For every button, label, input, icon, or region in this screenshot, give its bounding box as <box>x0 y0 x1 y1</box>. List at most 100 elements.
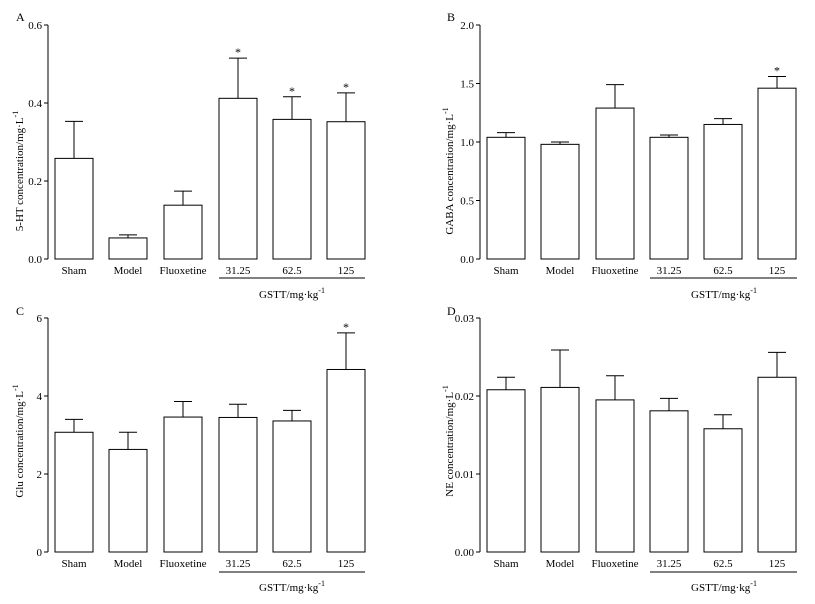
group-label-superscript: -1 <box>750 579 757 588</box>
panel-label: D <box>447 304 456 318</box>
y-tick-label: 0.02 <box>455 391 474 403</box>
group-label-text: GSTT/mg·kg <box>259 582 319 594</box>
significance-marker: * <box>235 45 241 59</box>
x-tick-label: 31.25 <box>657 265 682 277</box>
bar <box>703 123 743 260</box>
y-axis-label-text: NE concentration/mg·L <box>444 392 456 497</box>
y-tick-label: 0.0 <box>460 254 474 266</box>
bar <box>272 118 312 260</box>
significance-marker: * <box>289 84 295 98</box>
bar <box>218 416 258 553</box>
group-label: GSTT/mg·kg-1 <box>259 286 325 301</box>
bar <box>595 107 635 260</box>
x-tick-label: 31.25 <box>226 558 251 570</box>
y-tick-label: 0.6 <box>28 20 42 32</box>
bar <box>54 431 94 553</box>
bar <box>326 121 366 260</box>
y-axis-label: Glu concentration/mg·L-1 <box>11 384 26 497</box>
x-tick-label: Model <box>114 558 143 570</box>
x-tick-label: 62.5 <box>282 558 302 570</box>
x-tick-label: Model <box>546 265 575 277</box>
x-tick-label: 125 <box>338 558 355 570</box>
bar <box>757 87 797 260</box>
panel-label: C <box>16 304 24 318</box>
bar <box>703 428 743 553</box>
group-label-text: GSTT/mg·kg <box>259 289 319 301</box>
bar <box>163 204 203 260</box>
y-axis-label: NE concentration/mg·L-1 <box>441 385 456 496</box>
x-tick-label: 62.5 <box>282 265 302 277</box>
y-tick-label: 0.01 <box>455 469 474 481</box>
bar <box>540 386 580 553</box>
significance-marker: * <box>343 80 349 94</box>
x-tick-label: Sham <box>61 265 87 277</box>
chart-panels: A0.00.20.40.65-HT concentration/mg·L-1Sh… <box>11 10 797 594</box>
significance-marker: * <box>343 320 349 334</box>
bar <box>649 136 689 260</box>
x-tick-label: Model <box>546 558 575 570</box>
bar <box>326 368 366 553</box>
group-label: GSTT/mg·kg-1 <box>691 579 757 594</box>
bar <box>108 237 148 260</box>
x-tick-label: 31.25 <box>226 265 251 277</box>
x-tick-label: 31.25 <box>657 558 682 570</box>
y-tick-label: 0.0 <box>28 254 42 266</box>
x-tick-label: Fluoxetine <box>159 558 206 570</box>
y-axis-label-superscript: -1 <box>11 111 20 118</box>
y-tick-label: 0.03 <box>455 313 475 325</box>
y-tick-label: 0.00 <box>455 547 475 559</box>
bar <box>108 448 148 553</box>
x-tick-label: 125 <box>769 265 786 277</box>
y-axis-label-text: Glu concentration/mg·L <box>14 391 26 498</box>
y-tick-label: 1.0 <box>460 137 474 149</box>
x-tick-label: Fluoxetine <box>591 265 638 277</box>
y-tick-label: 0.4 <box>28 98 42 110</box>
bar <box>540 143 580 260</box>
group-label-superscript: -1 <box>318 579 325 588</box>
group-label-superscript: -1 <box>750 286 757 295</box>
y-tick-label: 0.5 <box>460 196 474 208</box>
bar <box>218 97 258 260</box>
y-tick-label: 0 <box>37 547 43 559</box>
y-axis-label-superscript: -1 <box>441 107 450 114</box>
bar <box>649 410 689 553</box>
chart-panel-a: A0.00.20.40.65-HT concentration/mg·L-1Sh… <box>11 10 366 301</box>
x-tick-label: Fluoxetine <box>591 558 638 570</box>
x-tick-label: Fluoxetine <box>159 265 206 277</box>
panel-label: B <box>447 10 455 24</box>
panel-label: A <box>16 10 25 24</box>
y-axis-label-text: 5-HT concentration/mg·L <box>14 117 26 231</box>
x-tick-label: 125 <box>769 558 786 570</box>
y-tick-label: 4 <box>37 391 43 403</box>
bar <box>757 376 797 553</box>
y-tick-label: 6 <box>37 313 43 325</box>
group-label: GSTT/mg·kg-1 <box>691 286 757 301</box>
x-tick-label: 125 <box>338 265 355 277</box>
x-tick-label: Sham <box>493 265 519 277</box>
bar <box>486 136 526 260</box>
y-axis-label: GABA concentration/mg·L-1 <box>441 107 456 234</box>
y-axis-label-superscript: -1 <box>441 385 450 392</box>
y-axis-label: 5-HT concentration/mg·L-1 <box>11 111 26 231</box>
y-tick-label: 1.5 <box>460 79 474 91</box>
y-axis-label-text: GABA concentration/mg·L <box>444 114 456 235</box>
bar <box>486 389 526 553</box>
group-label: GSTT/mg·kg-1 <box>259 579 325 594</box>
bar <box>54 157 94 260</box>
group-label-superscript: -1 <box>318 286 325 295</box>
bar <box>272 420 312 553</box>
x-tick-label: Model <box>114 265 143 277</box>
group-label-text: GSTT/mg·kg <box>691 582 751 594</box>
x-tick-label: 62.5 <box>713 265 733 277</box>
bar <box>595 399 635 553</box>
x-tick-label: Sham <box>61 558 87 570</box>
y-tick-label: 2 <box>37 469 43 481</box>
x-tick-label: 62.5 <box>713 558 733 570</box>
y-tick-label: 2.0 <box>460 20 474 32</box>
y-tick-label: 0.2 <box>28 176 42 188</box>
significance-marker: * <box>774 63 780 77</box>
